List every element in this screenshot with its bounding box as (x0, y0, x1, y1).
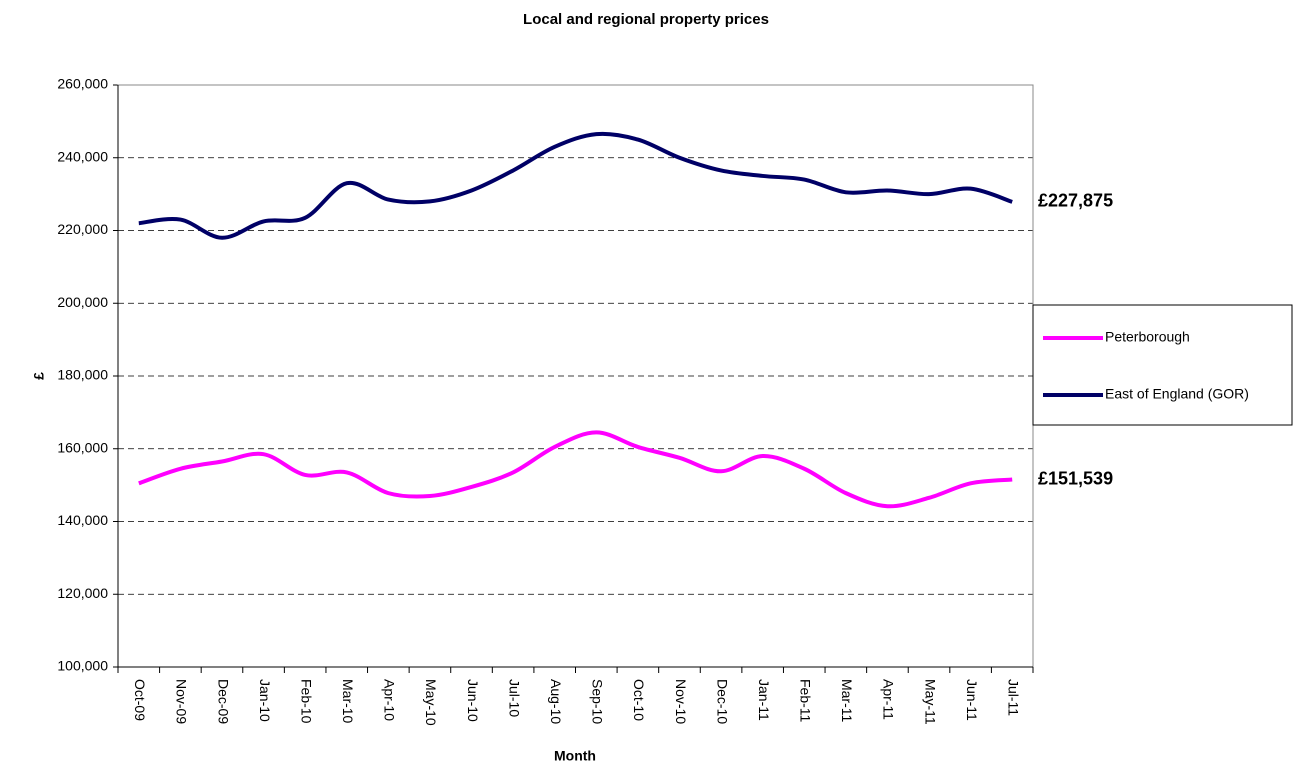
y-tick-label: 220,000 (57, 221, 108, 237)
legend-box (1032, 304, 1293, 426)
x-tick-label: Jun-10 (465, 679, 481, 722)
x-tick-label: Feb-10 (298, 679, 314, 724)
x-tick-label: May-10 (423, 679, 439, 726)
x-tick-label: Apr-10 (382, 679, 398, 721)
x-tick-label: Nov-10 (673, 679, 689, 724)
x-tick-label: Oct-09 (132, 679, 148, 721)
chart-title: Local and regional property prices (523, 11, 769, 28)
x-tick-label: Mar-10 (340, 679, 356, 724)
y-tick-label: 140,000 (57, 512, 108, 528)
x-tick-label: Jan-10 (257, 679, 273, 722)
y-tick-label: 180,000 (57, 367, 108, 383)
x-tick-label: Mar-11 (839, 679, 855, 723)
x-tick-label: Aug-10 (548, 679, 564, 724)
line-series (138, 430, 1013, 509)
x-tick-label: Apr-11 (881, 679, 897, 720)
legend-label: Peterborough (1105, 329, 1190, 345)
data-label: £151,539 (1038, 468, 1113, 488)
data-label: £227,875 (1038, 191, 1113, 211)
x-tick-label: Oct-10 (631, 679, 647, 721)
y-tick-label: 120,000 (57, 585, 108, 601)
y-tick-label: 200,000 (57, 294, 108, 310)
x-tick-label: Jun-11 (964, 679, 980, 721)
x-tick-label: Jul-11 (1006, 679, 1022, 716)
y-tick-label: 100,000 (57, 658, 108, 674)
x-tick-label: Jul-10 (506, 679, 522, 717)
line-series (138, 131, 1013, 240)
x-tick-label: Jan-11 (756, 679, 772, 721)
y-tick-label: 260,000 (57, 76, 108, 92)
y-tick-label: 240,000 (57, 148, 108, 164)
x-tick-label: May-11 (922, 679, 938, 725)
x-tick-label: Sep-10 (590, 679, 606, 724)
legend-label: East of England (GOR) (1105, 386, 1249, 402)
x-tick-label: Dec-10 (714, 679, 730, 724)
x-tick-label: Nov-09 (174, 679, 190, 724)
x-axis-label: Month (554, 748, 596, 764)
x-tick-label: Dec-09 (215, 679, 231, 724)
y-axis-label: £ (31, 372, 47, 380)
plot-frame (117, 84, 1034, 668)
y-tick-label: 160,000 (57, 439, 108, 455)
x-tick-label: Feb-11 (798, 679, 814, 723)
